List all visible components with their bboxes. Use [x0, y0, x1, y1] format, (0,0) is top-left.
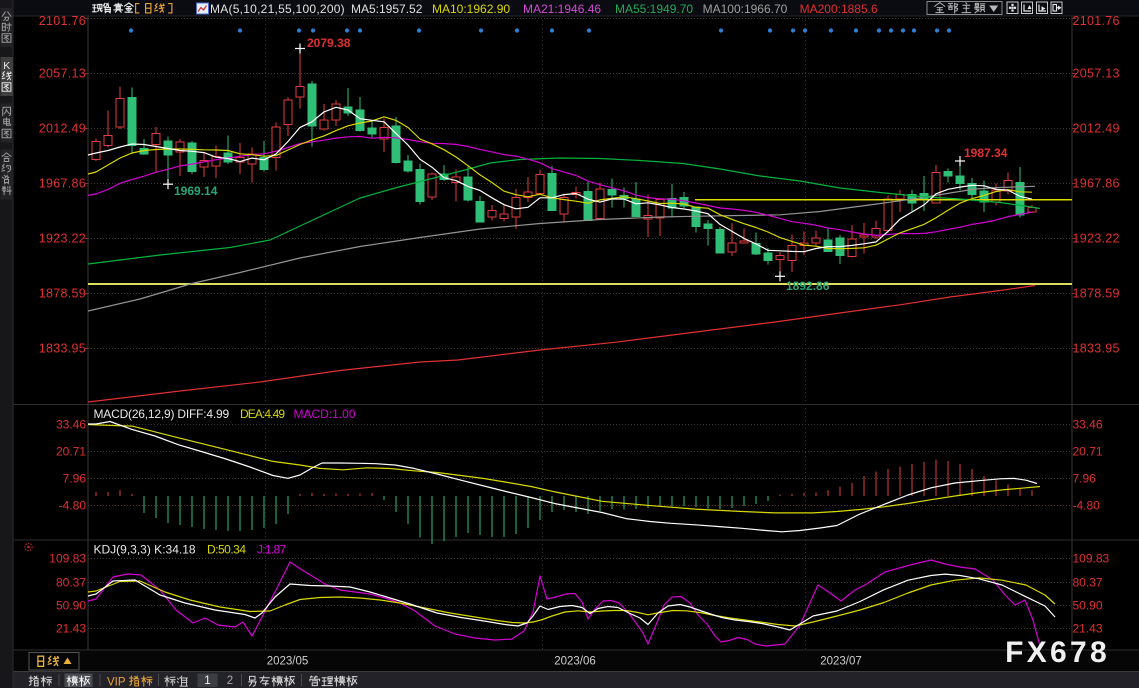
- svg-text:-4.80: -4.80: [59, 499, 87, 513]
- svg-text:KDJ(9,3,3) K:34.18: KDJ(9,3,3) K:34.18: [94, 543, 196, 557]
- svg-text:DEA:4.49: DEA:4.49: [240, 407, 285, 421]
- svg-text:D:50.34: D:50.34: [207, 543, 246, 557]
- svg-text:2012.49: 2012.49: [39, 122, 86, 136]
- svg-text:MA21:1946.46: MA21:1946.46: [523, 2, 601, 16]
- svg-text:MA200:1885.6: MA200:1885.6: [800, 2, 878, 16]
- svg-text:50.90: 50.90: [1073, 599, 1103, 613]
- svg-text:1833.95: 1833.95: [39, 342, 86, 356]
- svg-text:1969.14: 1969.14: [174, 184, 218, 198]
- svg-text:7.96: 7.96: [1073, 472, 1097, 486]
- svg-text:1967.86: 1967.86: [1073, 177, 1120, 191]
- svg-text:21.43: 21.43: [1073, 622, 1103, 636]
- svg-text:1987.34: 1987.34: [964, 146, 1008, 160]
- svg-text:7.96: 7.96: [63, 472, 87, 486]
- svg-text:1878.59: 1878.59: [1073, 287, 1120, 301]
- svg-text:80.37: 80.37: [1073, 576, 1103, 590]
- svg-text:2101.76: 2101.76: [39, 14, 86, 28]
- svg-text:MA55:1949.70: MA55:1949.70: [615, 2, 693, 16]
- svg-text:MA(5,10,21,55,100,200): MA(5,10,21,55,100,200): [210, 2, 345, 16]
- svg-text:2: 2: [227, 675, 233, 687]
- svg-text:50.90: 50.90: [56, 599, 86, 613]
- svg-text:33.46: 33.46: [56, 418, 86, 432]
- svg-text:1: 1: [204, 675, 210, 687]
- svg-text:MA100:1966.70: MA100:1966.70: [703, 2, 788, 16]
- svg-text:2057.13: 2057.13: [39, 67, 86, 81]
- svg-text:2023/06: 2023/06: [554, 656, 596, 668]
- svg-text:109.83: 109.83: [1073, 552, 1110, 566]
- svg-text:MACD:1.00: MACD:1.00: [294, 407, 356, 421]
- svg-text:MA10:1962.90: MA10:1962.90: [432, 2, 510, 16]
- svg-text:33.46: 33.46: [1073, 418, 1103, 432]
- svg-text:21.43: 21.43: [56, 622, 86, 636]
- svg-text:20.71: 20.71: [56, 445, 86, 459]
- svg-text:1833.95: 1833.95: [1073, 342, 1120, 356]
- svg-text:1878.59: 1878.59: [39, 287, 86, 301]
- svg-text:1967.86: 1967.86: [39, 177, 86, 191]
- svg-text:1923.22: 1923.22: [39, 232, 86, 246]
- svg-text:FX678: FX678: [1005, 636, 1110, 669]
- svg-text:MA5:1957.52: MA5:1957.52: [351, 2, 423, 16]
- svg-text:-4.80: -4.80: [1073, 499, 1101, 513]
- svg-text:109.83: 109.83: [49, 552, 86, 566]
- svg-text:1892.86: 1892.86: [786, 279, 830, 293]
- svg-text:K: K: [3, 60, 10, 72]
- svg-text:2057.13: 2057.13: [1073, 67, 1120, 81]
- svg-text:J:1.87: J:1.87: [257, 543, 287, 557]
- svg-text:80.37: 80.37: [56, 576, 86, 590]
- svg-text:1923.22: 1923.22: [1073, 232, 1120, 246]
- svg-text:2023/05: 2023/05: [267, 656, 309, 668]
- svg-text:MACD(26,12,9) DIFF:4.99: MACD(26,12,9) DIFF:4.99: [94, 407, 230, 421]
- svg-text:2012.49: 2012.49: [1073, 122, 1120, 136]
- svg-text:2101.76: 2101.76: [1073, 14, 1120, 28]
- svg-text:2079.38: 2079.38: [307, 36, 351, 50]
- svg-text:VIP: VIP: [107, 676, 126, 688]
- svg-text:20.71: 20.71: [1073, 445, 1103, 459]
- svg-text:2023/07: 2023/07: [820, 656, 862, 668]
